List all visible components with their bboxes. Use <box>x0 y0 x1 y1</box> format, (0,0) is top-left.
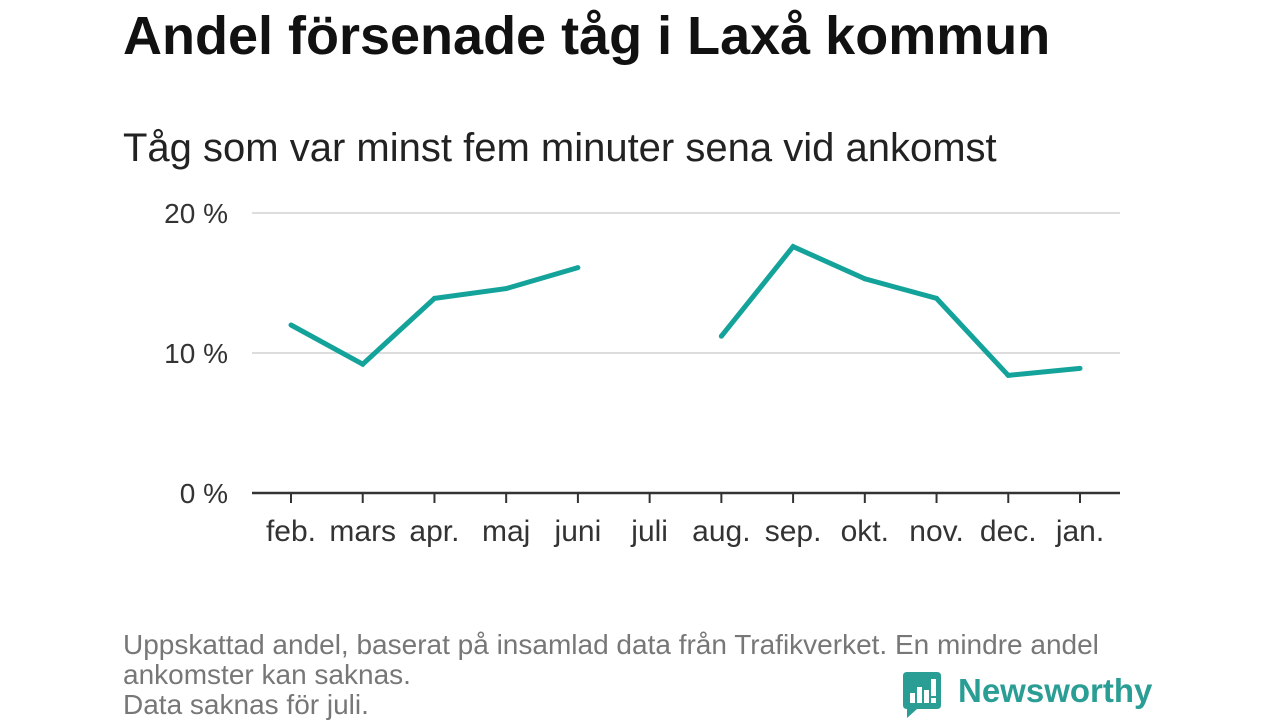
brand-logo: Newsworthy <box>903 671 1153 719</box>
x-tick-label: feb. <box>266 515 316 548</box>
data-point <box>1077 365 1083 371</box>
data-point <box>934 295 940 301</box>
logo-exclamation <box>931 679 936 696</box>
x-tick-label: mars <box>329 515 396 548</box>
x-tick-label: dec. <box>980 515 1037 548</box>
logo-bar <box>924 690 929 703</box>
missing-data-note: Data saknas för juli. <box>123 689 369 720</box>
data-point <box>862 276 868 282</box>
y-tick-label: 10 % <box>164 338 228 369</box>
data-point <box>1005 372 1011 378</box>
brand-name: Newsworthy <box>958 672 1153 709</box>
x-tick-label: sep. <box>765 515 822 548</box>
source-note: Uppskattad andel, baserat på insamlad da… <box>123 630 1099 690</box>
data-point <box>288 322 294 328</box>
source-notes: Uppskattad andel, baserat på insamlad da… <box>123 630 1140 720</box>
data-point <box>790 244 796 250</box>
chart-subtitle: Tåg som var minst fem minuter sena vid a… <box>123 126 997 170</box>
x-tick-label: okt. <box>841 515 889 548</box>
x-tick-label: jan. <box>1055 515 1104 548</box>
data-point <box>360 361 366 367</box>
x-tick-label: nov. <box>909 515 963 548</box>
x-tick-label: juli <box>630 515 668 548</box>
series-line <box>289 265 579 368</box>
y-tick-label: 0 % <box>180 478 228 509</box>
series-line <box>719 243 1081 379</box>
data-point <box>718 333 724 339</box>
y-tick-label: 20 % <box>164 198 228 229</box>
x-tick-label: aug. <box>692 515 750 548</box>
x-tick-label: juni <box>554 515 602 548</box>
logo-bar <box>910 693 915 703</box>
logo-bar <box>917 687 922 703</box>
data-point <box>431 295 437 301</box>
newsworthy-logo-icon <box>903 672 941 718</box>
x-tick-label: maj <box>482 515 530 548</box>
data-point <box>575 265 581 271</box>
x-tick-label: apr. <box>409 515 459 548</box>
chart-title: Andel försenade tåg i Laxå kommun <box>123 6 1051 66</box>
logo-exclamation-dot <box>931 698 936 703</box>
data-point <box>503 286 509 292</box>
